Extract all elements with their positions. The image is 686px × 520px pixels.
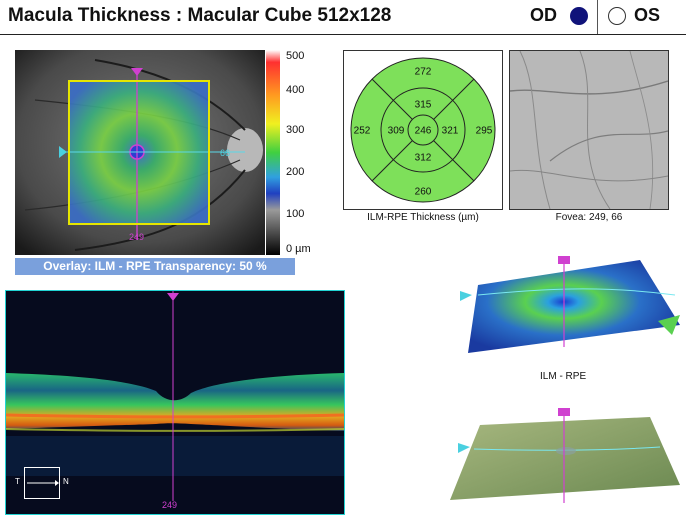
surface-top-svg bbox=[460, 256, 680, 353]
etdrs-outer-superior: 272 bbox=[414, 66, 432, 78]
fundus-marker-bottom: 249 bbox=[129, 232, 145, 242]
etdrs-thickness-map: 272 252 295 260 315 309 321 312 246 bbox=[343, 50, 503, 210]
bscan-svg bbox=[6, 291, 344, 514]
bscan-position-label: 249 bbox=[162, 500, 178, 510]
eye-selector: OD OS bbox=[516, 0, 680, 34]
orientation-n: N bbox=[63, 477, 69, 486]
os-label: OS bbox=[634, 5, 661, 25]
arrow-right-icon bbox=[27, 480, 59, 486]
etdrs-caption: ILM-RPE Thickness (µm) bbox=[367, 212, 479, 223]
rpe-surface-map[interactable] bbox=[450, 405, 686, 510]
thickness-color-scale bbox=[266, 50, 280, 255]
etdrs-inner-superior: 315 bbox=[414, 99, 432, 111]
fundus-image[interactable] bbox=[15, 50, 265, 255]
eye-divider bbox=[597, 0, 598, 34]
etdrs-center: 246 bbox=[414, 125, 432, 137]
etdrs-inner-nasal: 321 bbox=[441, 125, 459, 137]
fovea-image[interactable] bbox=[509, 50, 669, 210]
orientation-t: T bbox=[15, 477, 20, 486]
etdrs-outer-nasal: 295 bbox=[475, 125, 493, 137]
title-bar: Macula Thickness : Macular Cube 512x128 … bbox=[0, 0, 686, 35]
etdrs-outer-temporal: 252 bbox=[353, 125, 371, 137]
etdrs-inner-inferior: 312 bbox=[414, 152, 432, 164]
fundus-marker-right: 66 bbox=[220, 148, 231, 158]
overlay-region-frame bbox=[68, 80, 210, 225]
etdrs-inner-temporal: 309 bbox=[387, 125, 405, 137]
od-label: OD bbox=[530, 5, 557, 25]
fundus-svg bbox=[15, 50, 265, 255]
optic-disc bbox=[227, 128, 263, 172]
scale-label-300: 300 bbox=[286, 124, 305, 136]
etdrs-outer-inferior: 260 bbox=[414, 186, 432, 198]
fovea-caption: Fovea: 249, 66 bbox=[555, 212, 623, 223]
scale-label-100: 100 bbox=[286, 208, 305, 220]
fovea-svg bbox=[510, 51, 668, 209]
surface-caption: ILM - RPE bbox=[540, 371, 587, 382]
scale-label-0: 0 µm bbox=[286, 243, 311, 255]
surface-bottom-svg bbox=[450, 408, 680, 503]
os-radio[interactable] bbox=[608, 7, 626, 25]
overlay-caption[interactable]: Overlay: ILM - RPE Transparency: 50 % bbox=[15, 258, 295, 275]
scale-label-200: 200 bbox=[286, 166, 305, 178]
ilm-rpe-surface-map[interactable] bbox=[450, 255, 686, 360]
oct-bscan[interactable] bbox=[5, 290, 345, 515]
od-radio[interactable] bbox=[570, 7, 588, 25]
orientation-indicator: T N bbox=[15, 467, 69, 499]
scale-label-500: 500 bbox=[286, 50, 305, 62]
scale-label-400: 400 bbox=[286, 84, 305, 96]
page-title: Macula Thickness : Macular Cube 512x128 bbox=[8, 5, 392, 26]
etdrs-grid bbox=[350, 57, 496, 203]
